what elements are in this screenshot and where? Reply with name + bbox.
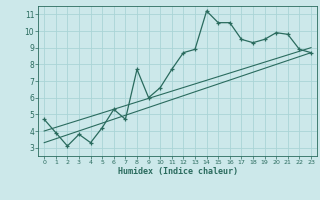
X-axis label: Humidex (Indice chaleur): Humidex (Indice chaleur) bbox=[118, 167, 238, 176]
